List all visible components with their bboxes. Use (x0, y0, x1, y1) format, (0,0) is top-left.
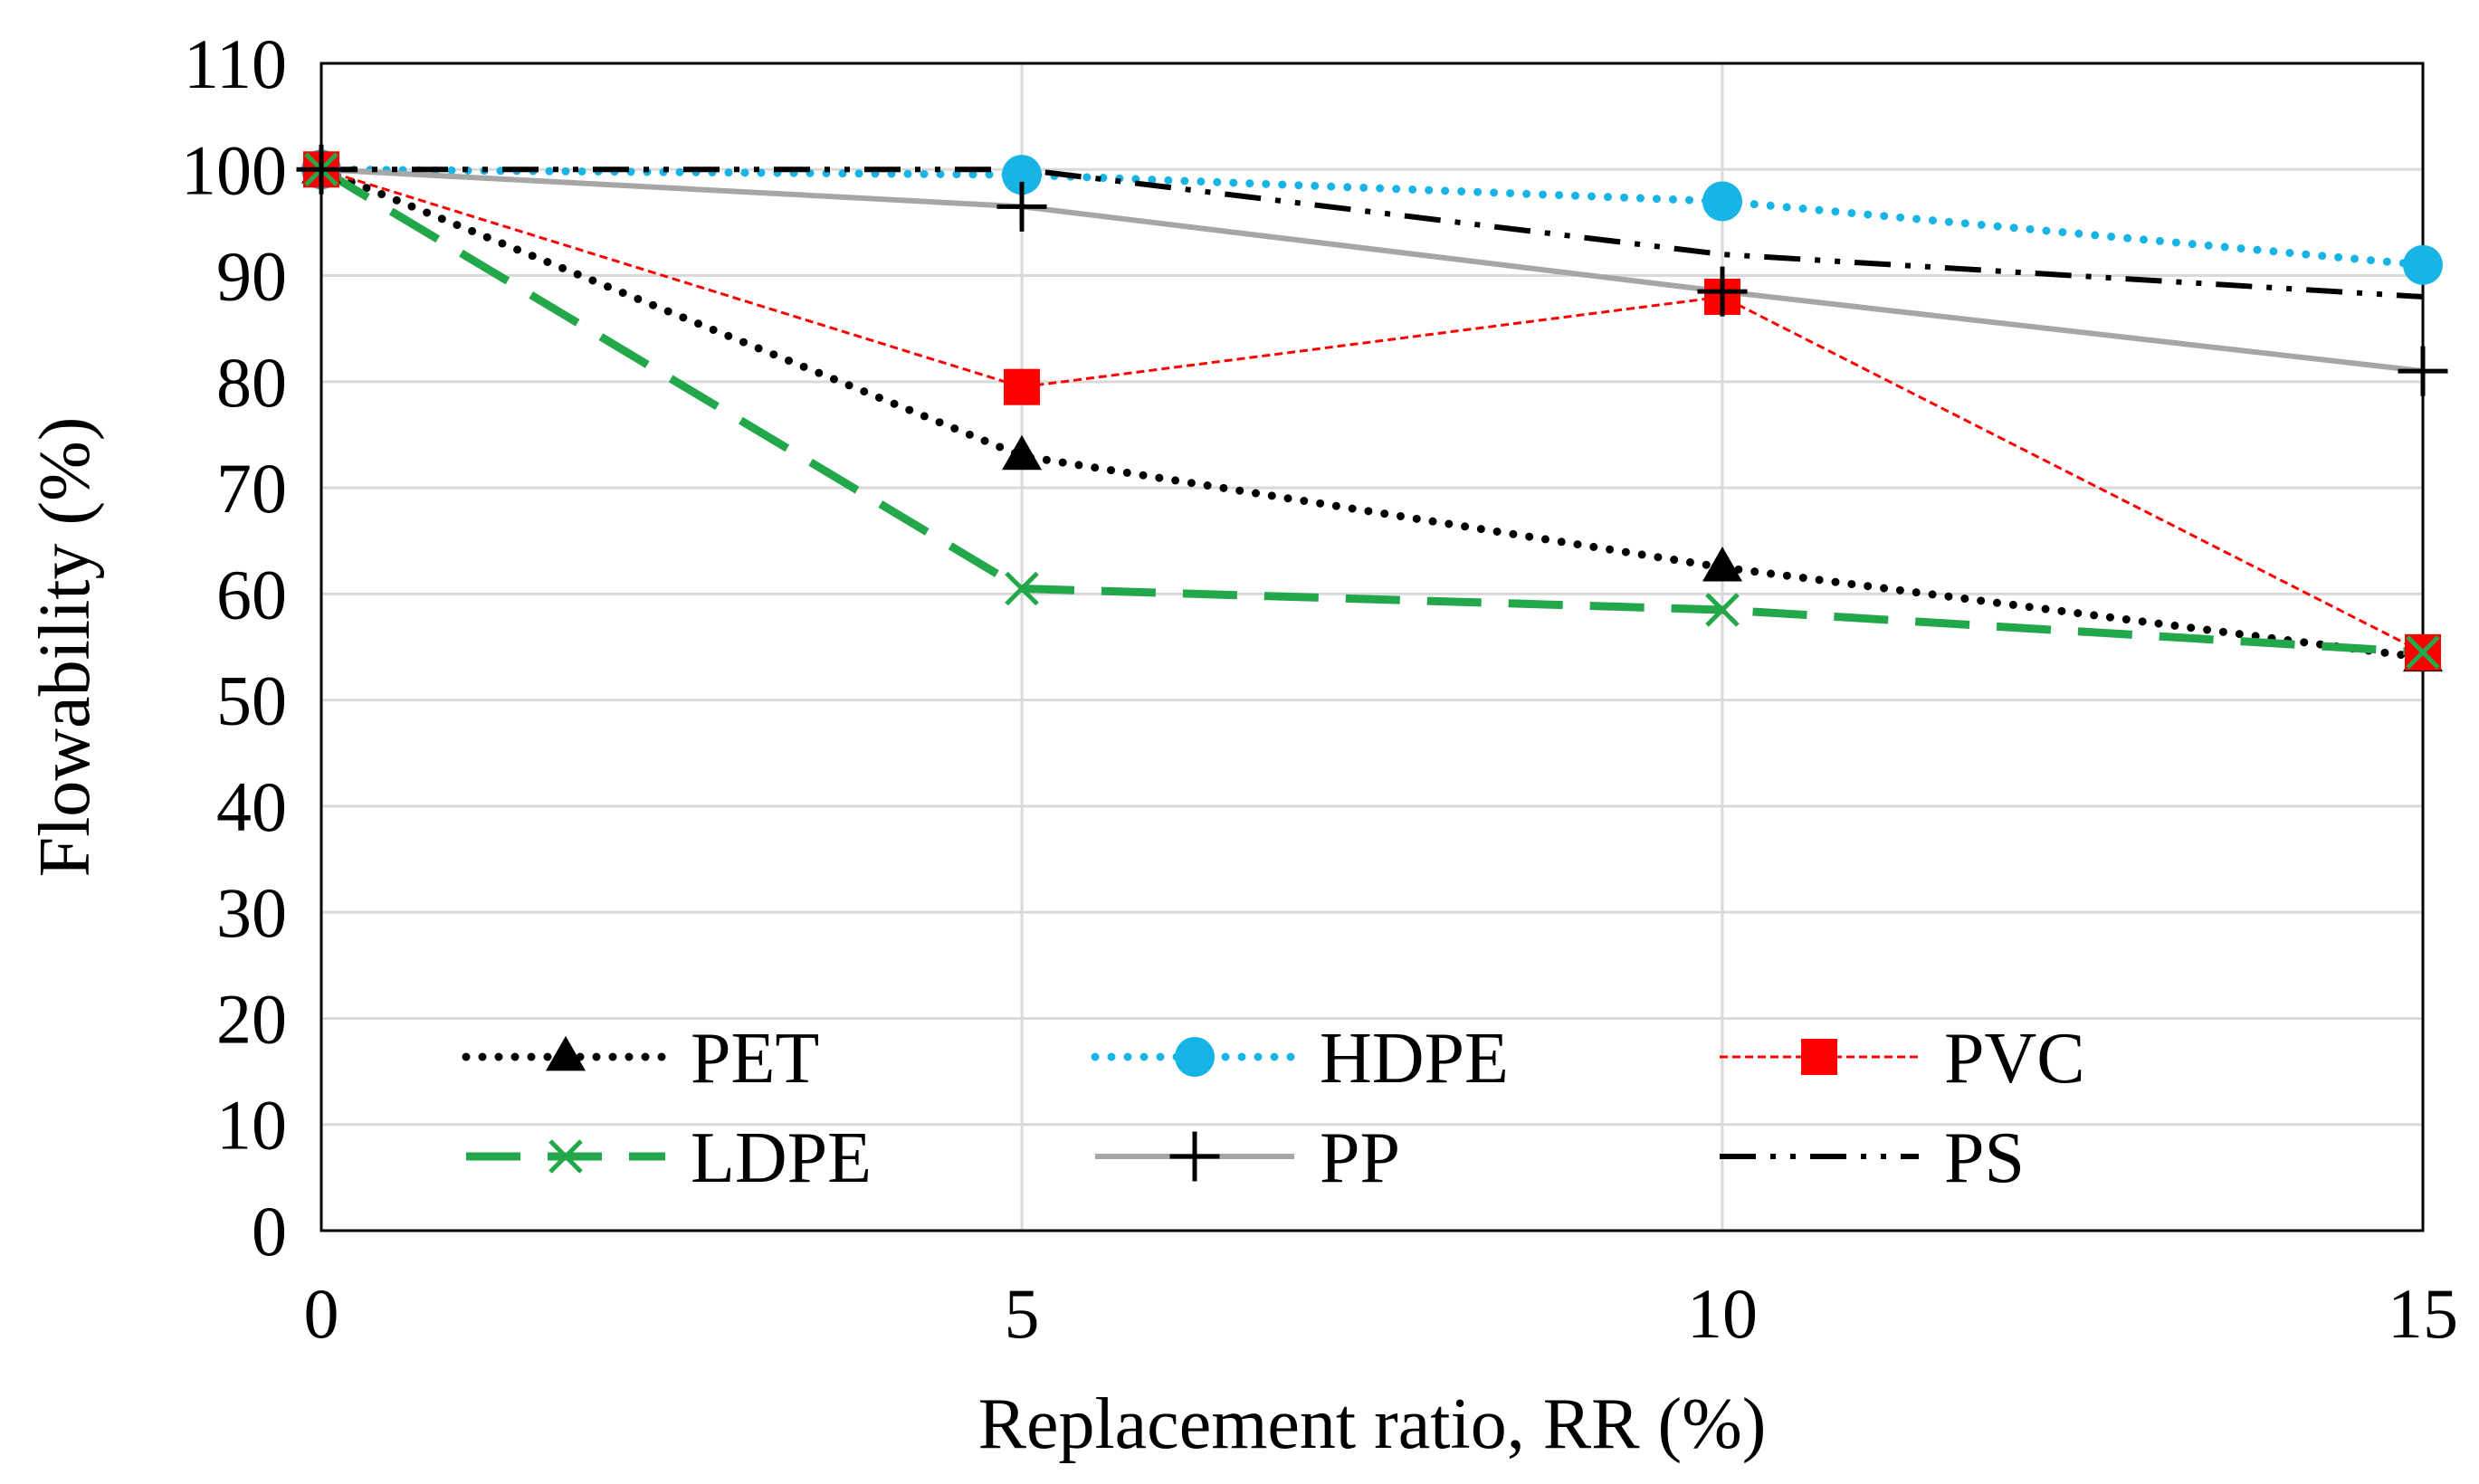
x-axis-title: Replacement ratio, RR (%) (978, 1384, 1767, 1464)
circle-marker (2403, 244, 2443, 285)
triangle-marker (546, 1035, 586, 1071)
y-axis-title: Flowability (%) (25, 417, 105, 878)
circle-marker (1002, 155, 1042, 195)
triangle-marker (1002, 434, 1042, 471)
legend-item-pet: PET (462, 1019, 819, 1099)
y-tick-label: 90 (216, 237, 287, 316)
legend-item-pp: PP (1095, 1118, 1400, 1198)
plus-marker (1169, 1131, 1220, 1182)
y-tick-label: 40 (216, 767, 287, 846)
y-tick-label: 0 (252, 1192, 287, 1270)
legend: PET HDPE PVC LDPE PP PS (462, 1019, 2085, 1198)
y-tick-label: 100 (181, 130, 287, 209)
legend-item-ps: PS (1720, 1118, 2025, 1198)
plus-marker (2398, 346, 2448, 396)
series-line-ldpe (319, 166, 2424, 657)
legend-item-pvc: PVC (1720, 1019, 2085, 1099)
y-tick-label: 50 (216, 661, 287, 740)
legend-label: PP (1320, 1118, 1400, 1198)
y-tick-label: 80 (216, 343, 287, 422)
square-marker (1004, 368, 1040, 405)
legend-label: HDPE (1320, 1019, 1509, 1099)
triangle-marker (1702, 546, 1742, 582)
y-axis-ticks: 0 10 20 30 40 50 60 70 80 90 100 110 (181, 24, 287, 1270)
x-marker (1705, 593, 1740, 627)
legend-label: PVC (1944, 1019, 2085, 1099)
x-marker (2406, 635, 2440, 670)
x-axis-ticks: 0 5 10 15 (304, 1274, 2459, 1353)
x-tick-label: 0 (304, 1274, 339, 1353)
plus-marker (296, 144, 347, 195)
x-tick-label: 10 (1687, 1274, 1758, 1353)
circle-marker (1175, 1037, 1215, 1077)
series-lines (317, 165, 2427, 662)
legend-label: LDPE (691, 1118, 872, 1198)
y-tick-label: 60 (216, 555, 287, 633)
legend-label: PS (1944, 1118, 2025, 1198)
x-marker (548, 1139, 583, 1174)
series-line-pp (320, 166, 2424, 375)
gridlines (321, 63, 2423, 1231)
y-tick-label: 110 (184, 24, 287, 103)
y-tick-label: 70 (216, 449, 287, 528)
y-tick-label: 30 (216, 873, 287, 952)
x-marker (1005, 571, 1039, 606)
series-markers (296, 144, 2448, 672)
x-tick-label: 5 (1005, 1274, 1040, 1353)
legend-label: PET (691, 1019, 819, 1099)
series-line-pvc (320, 167, 2424, 654)
y-tick-label: 20 (216, 979, 287, 1058)
x-tick-label: 15 (2388, 1274, 2458, 1353)
series-line-pet (317, 165, 2427, 662)
plus-marker (1697, 266, 1748, 317)
y-tick-label: 10 (216, 1086, 287, 1165)
square-marker (1801, 1039, 1837, 1075)
legend-item-hdpe: HDPE (1091, 1019, 1509, 1099)
legend-item-ldpe: LDPE (466, 1118, 872, 1198)
circle-marker (1702, 181, 1742, 222)
plus-marker (996, 181, 1047, 232)
